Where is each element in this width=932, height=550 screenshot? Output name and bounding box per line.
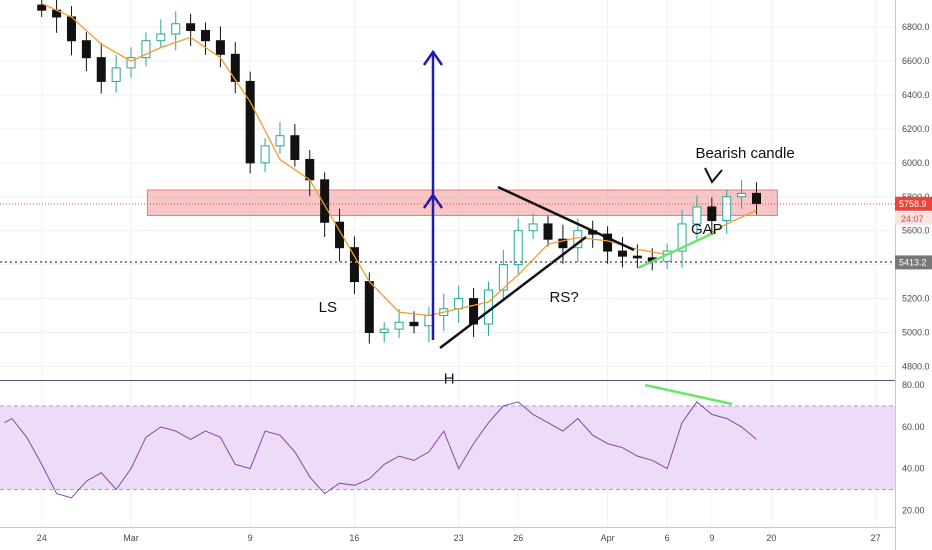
time-tick-label: 24 xyxy=(37,533,47,543)
price-tick-label: 4800.0 xyxy=(902,361,930,371)
time-tick-label: 26 xyxy=(513,533,523,543)
price-tags: 5758.9 5413.2 24:07 xyxy=(895,196,932,270)
candle-body xyxy=(543,223,553,240)
candle-body xyxy=(424,315,434,327)
time-tick-label: 9 xyxy=(248,533,253,543)
candle-body xyxy=(201,30,211,42)
rsi-tick-label: 40.00 xyxy=(902,464,925,474)
time-tick-label: 27 xyxy=(871,533,881,543)
annotation-label: GAP xyxy=(691,221,723,238)
price-tag-label: 5758.9 xyxy=(899,199,927,209)
time-tick-label: 20 xyxy=(766,533,776,543)
candle-body xyxy=(141,40,151,59)
candle-body xyxy=(707,206,717,222)
candle-body xyxy=(394,321,404,330)
candle-body xyxy=(677,223,687,252)
candle-body xyxy=(454,298,464,310)
rsi-axis: 20.00 40.00 60.00 80.00 xyxy=(902,380,925,515)
candle-body xyxy=(96,57,106,82)
time-tick-label: Mar xyxy=(123,533,139,543)
rsi-tick-label: 80.00 xyxy=(902,380,925,390)
price-tick-label: 6800.0 xyxy=(902,22,930,32)
annotation-label: Bearish candle xyxy=(695,145,794,162)
annotations: Bearish candle LS H RS? GAP xyxy=(319,145,795,388)
time-tick-label: 6 xyxy=(665,533,670,543)
candle-body xyxy=(320,179,330,223)
candle-body xyxy=(349,247,359,283)
price-tick-label: 5200.0 xyxy=(902,294,930,304)
candle-body xyxy=(305,158,315,181)
candle-body xyxy=(37,4,47,11)
time-axis: 24 Mar 9 16 23 26 Apr 6 9 20 27 xyxy=(37,533,881,543)
countdown-box xyxy=(895,211,932,225)
price-tag-box xyxy=(895,196,932,211)
price-tag-label: 5413.2 xyxy=(899,257,927,267)
rsi-band xyxy=(0,405,895,490)
candle-body xyxy=(558,238,568,249)
ma-line xyxy=(41,2,757,317)
candle-body xyxy=(171,23,181,35)
annotation-label: RS? xyxy=(550,289,579,306)
rsi-series-line xyxy=(4,401,757,499)
candle-body xyxy=(409,321,419,327)
resistance-zone xyxy=(146,189,778,216)
annotation-label: LS xyxy=(319,299,337,316)
candle-body xyxy=(66,16,76,42)
price-tick-label: 6400.0 xyxy=(902,90,930,100)
price-tick-label: 6000.0 xyxy=(902,158,930,168)
candle-body xyxy=(215,40,225,55)
moving-average xyxy=(41,2,757,317)
candle-body xyxy=(335,221,345,249)
candle-body xyxy=(245,80,255,164)
candle-body xyxy=(111,67,121,82)
candles xyxy=(37,0,762,344)
candle-body xyxy=(737,192,747,198)
candle-body xyxy=(483,289,493,325)
rsi-divergence-line xyxy=(644,383,733,406)
candle-body xyxy=(752,192,762,205)
time-tick-label: 23 xyxy=(454,533,464,543)
candle-body xyxy=(260,145,270,164)
resistance-zone-rect xyxy=(146,189,778,216)
price-tick-label: 5600.0 xyxy=(902,226,930,236)
candle-body xyxy=(632,255,642,259)
rsi-band-rect xyxy=(0,406,895,490)
candle-body xyxy=(617,250,627,257)
candle-body xyxy=(722,196,732,222)
time-tick-label: Apr xyxy=(601,533,615,543)
candle-body xyxy=(186,23,196,32)
price-tag-box xyxy=(895,255,932,270)
candle-body xyxy=(230,53,240,82)
triangle-upper-line xyxy=(497,185,635,252)
countdown-label: 24:07 xyxy=(901,214,924,224)
drawings xyxy=(0,0,896,550)
price-tick-label: 5000.0 xyxy=(902,328,930,338)
candle-body xyxy=(81,40,91,59)
candle-body xyxy=(275,135,285,147)
target-arrowhead-upper xyxy=(422,49,444,66)
candle-body xyxy=(126,57,136,69)
annotation-label: H xyxy=(444,370,455,387)
time-tick-label: 16 xyxy=(349,533,359,543)
candle-body xyxy=(498,264,508,291)
candle-pointer-check xyxy=(704,167,723,184)
price-tick-label: 6200.0 xyxy=(902,124,930,134)
candle-body xyxy=(364,281,374,334)
price-tick-label: 6600.0 xyxy=(902,56,930,66)
candle-body xyxy=(290,135,300,160)
candle-body xyxy=(156,33,166,42)
candle-body xyxy=(692,206,702,225)
candle-body xyxy=(513,230,523,266)
triangle-lower-line xyxy=(439,236,587,349)
rsi-line xyxy=(4,401,757,499)
candle-body xyxy=(528,223,538,232)
rsi-tick-label: 20.00 xyxy=(902,505,925,515)
time-tick-label: 9 xyxy=(709,533,714,543)
rsi-tick-label: 60.00 xyxy=(902,422,925,432)
candle-body xyxy=(379,328,389,334)
